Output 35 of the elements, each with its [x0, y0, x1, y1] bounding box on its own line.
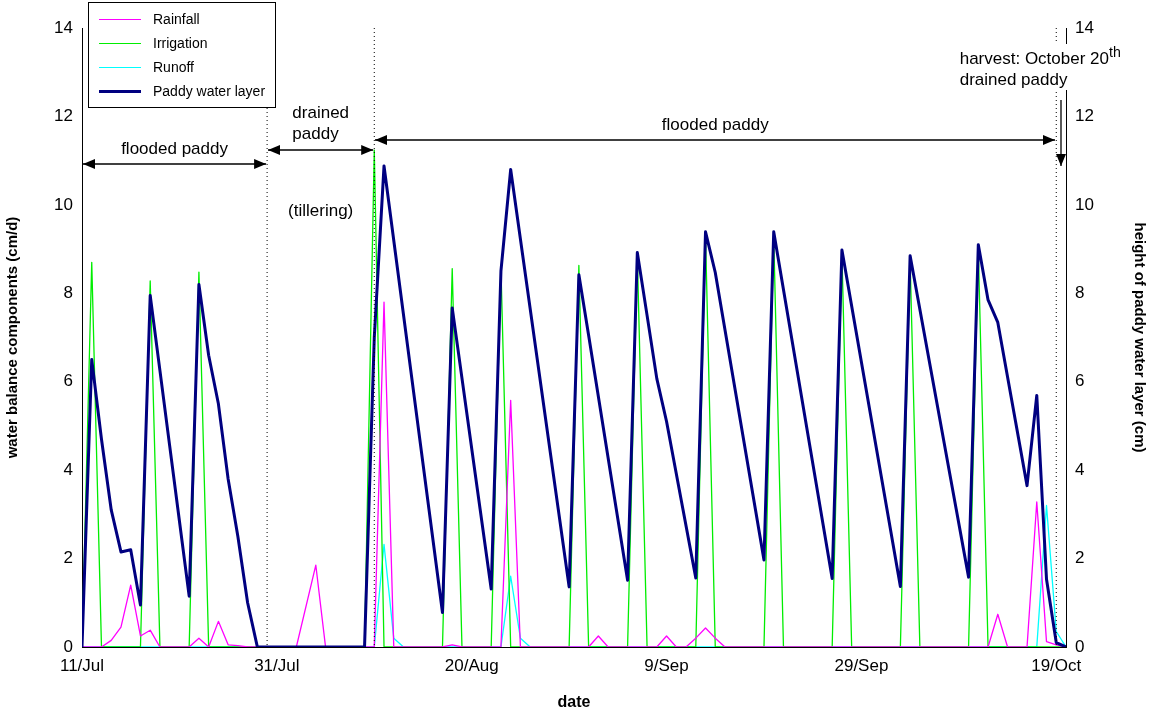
y2-tick-label: 6 — [1075, 371, 1085, 391]
annotation: flooded paddy — [121, 138, 228, 160]
y-tick-label: 14 — [54, 17, 73, 37]
x-tick-label: 9/Sep — [644, 655, 689, 675]
y2-tick-label: 12 — [1075, 106, 1094, 126]
annotation: (tillering) — [288, 200, 354, 222]
annotation: drained paddy — [959, 69, 1068, 89]
y2-tick-label: 8 — [1075, 282, 1085, 302]
x-axis-title: date — [557, 692, 591, 710]
y-tick-label: 0 — [63, 636, 73, 656]
y-tick-label: 6 — [63, 371, 73, 391]
legend-label: Paddy water layer — [153, 83, 266, 99]
y2-tick-label: 14 — [1075, 17, 1094, 37]
y2-axis-title: height of paddy water layer (cm) — [1131, 222, 1149, 453]
legend-label: Runoff — [153, 59, 194, 75]
y2-tick-label: 4 — [1075, 459, 1085, 479]
y-axis-title: water balance components (cm/d) — [3, 216, 21, 460]
legend-label: Rainfall — [153, 11, 200, 27]
x-tick-label: 11/Jul — [59, 655, 105, 675]
text: harvest: October 20$^{th}$ — [959, 44, 1121, 68]
legend-label: Irrigation — [153, 35, 208, 51]
y2-tick-label: 10 — [1075, 194, 1094, 214]
x-tick-label: 20/Aug — [444, 655, 499, 675]
y-tick-label: 2 — [63, 548, 73, 568]
y-tick-label: 8 — [63, 282, 73, 302]
annotation: flooded paddy — [661, 114, 769, 136]
y-tick-label: 12 — [54, 106, 73, 126]
x-tick-label: 29/Sep — [834, 655, 889, 675]
text: drained paddy — [292, 103, 350, 144]
y2-tick-label: 0 — [1075, 636, 1085, 656]
x-tick-label: 19/Oct — [1031, 655, 1082, 675]
x-tick-label: 31/Jul — [254, 655, 300, 675]
y2-tick-label: 2 — [1075, 548, 1085, 568]
y-tick-label: 4 — [63, 459, 73, 479]
y-tick-label: 10 — [54, 194, 73, 214]
